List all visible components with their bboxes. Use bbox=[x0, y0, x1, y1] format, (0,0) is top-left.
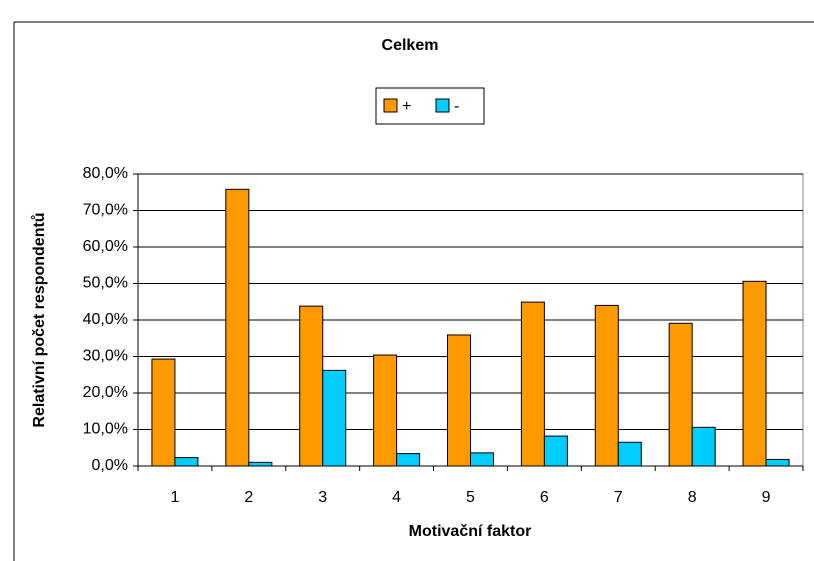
bar bbox=[691, 426, 716, 467]
x-tick-label: 6 bbox=[540, 489, 549, 506]
bar bbox=[299, 305, 324, 467]
bar bbox=[373, 354, 398, 467]
bar bbox=[396, 453, 421, 467]
bar bbox=[151, 358, 176, 467]
bar bbox=[617, 441, 642, 467]
chart-title: Celkem bbox=[382, 37, 439, 54]
y-axis-label: Relativní počet respondentů bbox=[31, 212, 48, 427]
bar bbox=[594, 304, 619, 467]
y-tick-label: 50,0% bbox=[83, 275, 128, 292]
x-tick-label: 3 bbox=[318, 489, 327, 506]
y-tick-label: 20,0% bbox=[83, 384, 128, 401]
legend-label: - bbox=[454, 98, 459, 115]
legend-label: + bbox=[402, 98, 411, 115]
bar bbox=[520, 301, 545, 467]
x-tick-label: 8 bbox=[688, 489, 697, 506]
x-tick-label: 7 bbox=[614, 489, 623, 506]
y-tick-label: 80,0% bbox=[83, 165, 128, 182]
legend-swatch bbox=[435, 98, 450, 113]
bar bbox=[322, 369, 347, 467]
bar bbox=[225, 188, 250, 467]
x-tick-label: 9 bbox=[762, 489, 771, 506]
bar bbox=[668, 322, 693, 467]
y-tick-label: 70,0% bbox=[83, 202, 128, 219]
bar bbox=[248, 461, 273, 467]
y-tick-label: 40,0% bbox=[83, 311, 128, 328]
y-tick-label: 0,0% bbox=[92, 457, 128, 474]
x-tick-label: 2 bbox=[244, 489, 253, 506]
bar bbox=[742, 280, 767, 467]
bar bbox=[447, 334, 471, 467]
x-tick-label: 1 bbox=[170, 489, 179, 506]
y-tick-label: 30,0% bbox=[83, 348, 128, 365]
y-tick-label: 10,0% bbox=[83, 421, 128, 438]
bar bbox=[765, 458, 790, 467]
x-axis-label: Motivační faktor bbox=[409, 523, 532, 540]
legend-swatch bbox=[383, 98, 398, 113]
y-tick-label: 60,0% bbox=[83, 238, 128, 255]
bar bbox=[174, 457, 199, 467]
bar bbox=[543, 435, 568, 467]
bar bbox=[470, 452, 494, 467]
x-tick-label: 5 bbox=[466, 489, 475, 506]
x-tick-label: 4 bbox=[392, 489, 401, 506]
